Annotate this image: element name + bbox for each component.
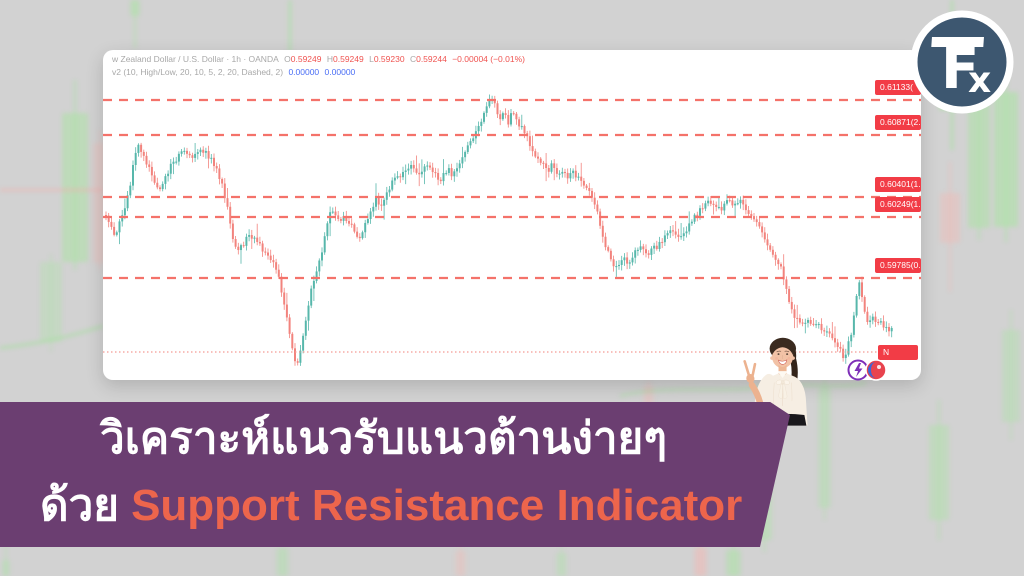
banner-line2-highlight: Support Resistance Indicator [131,481,743,530]
ohlc-high-value: 0.59249 [333,54,364,64]
chart-indicator-header: v2 (10, High/Low, 20, 10, 5, 2, 20, Dash… [112,67,358,77]
logo-letter-x: x [968,60,991,101]
title-banner: วิเคราะห์แนวรับแนวต้านง่ายๆ ด้วย Support … [0,402,790,547]
symbol-title: w Zealand Dollar / U.S. Dollar · 1h · OA… [112,54,279,64]
logo-letter-f: F [941,37,979,102]
resistance-price-tag: 0.60871(2. [875,115,921,130]
lightning-icon [854,363,863,377]
indicator-badge-globe [865,359,887,381]
resistance-price-tag: 0.60401(1. [875,177,921,192]
change-value: −0.00004 (−0.01%) [452,54,525,64]
banner-line2-prefix: ด้วย [40,481,120,530]
current-price-tag: N [878,345,918,360]
fx-logo: F x [910,10,1014,114]
chart-panel: w Zealand Dollar / U.S. Dollar · 1h · OA… [103,50,921,380]
banner-line2: ด้วย Support Resistance Indicator [40,472,742,540]
indicator-title: v2 (10, High/Low, 20, 10, 5, 2, 20, Dash… [112,67,284,77]
resistance-price-tag: 0.59785(0. [875,258,921,273]
indicator-value-2: 0.00000 [324,67,356,77]
ohlc-low-value: 0.59230 [373,54,405,64]
resistance-price-tag: 0.61133( [875,80,921,95]
logo-f-bar [931,37,984,47]
ohlc-close-value: 0.59244 [416,54,447,64]
ohlc-close-key: C [409,54,417,64]
indicator-value-1: 0.00000 [288,67,320,77]
ohlc-high-key: H [326,54,333,64]
pointing-finger [743,360,751,378]
globe-icon [868,362,876,378]
ohlc-open-value: 0.59249 [290,54,322,64]
banner-line1: วิเคราะห์แนวรับแนวต้านง่ายๆ [100,414,667,463]
ohlc-low-key: L [369,54,374,64]
chart-symbol-header: w Zealand Dollar / U.S. Dollar · 1h · OA… [112,54,528,64]
candlestick-chart [103,94,921,366]
ohlc-open-key: O [284,54,291,64]
resistance-price-tag: 0.60249(1. [875,197,921,212]
